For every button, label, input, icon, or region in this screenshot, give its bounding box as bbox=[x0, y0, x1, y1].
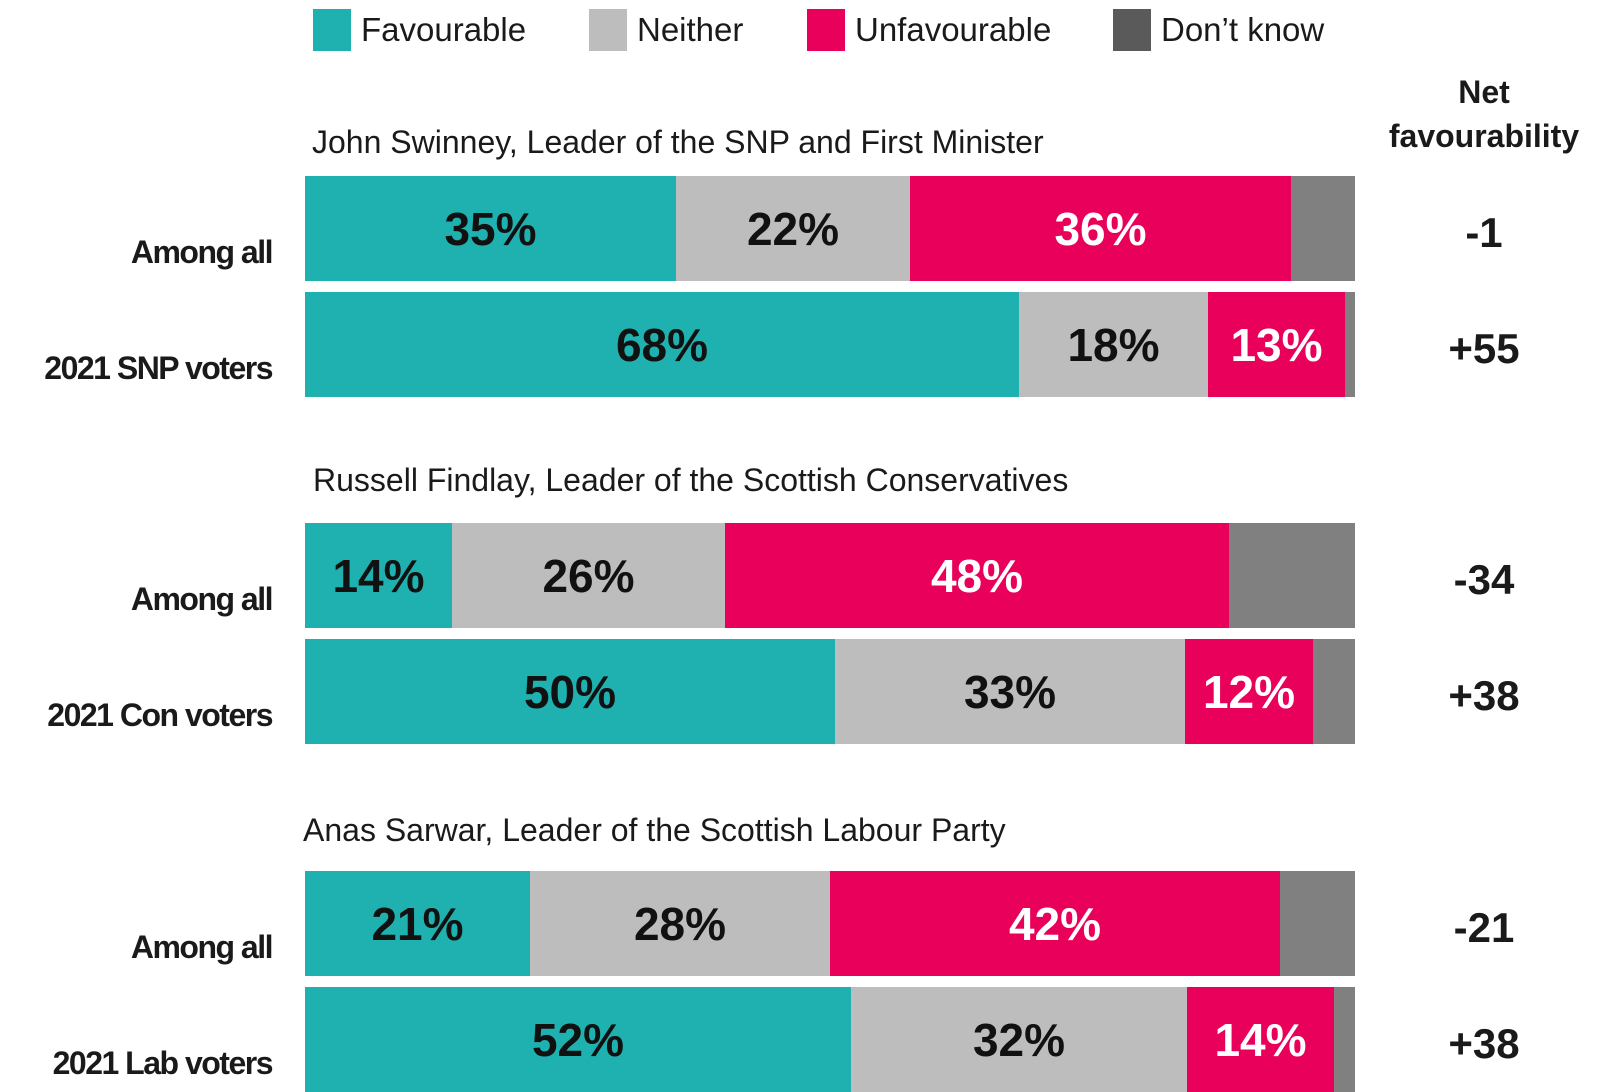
data-label-unfavourable: 14% bbox=[1214, 1013, 1307, 1066]
data-label-unfavourable: 42% bbox=[1008, 897, 1102, 950]
data-label-unfavourable: 13% bbox=[1230, 318, 1323, 371]
data-label-unfavourable: 12% bbox=[1202, 665, 1296, 718]
bar-segment-dont-know bbox=[1291, 176, 1355, 281]
bar-segment-neither: 22% bbox=[676, 176, 910, 281]
net-favourability-value: -21 bbox=[1453, 904, 1515, 951]
data-label-neither: 32% bbox=[972, 1013, 1066, 1066]
group-title-findlay: Russell Findlay, Leader of the Scottish … bbox=[313, 462, 1069, 498]
bar-segment-neither: 33% bbox=[835, 639, 1185, 744]
data-label-favourable: 68% bbox=[615, 318, 709, 371]
row-label: Among all bbox=[130, 929, 274, 965]
data-label-favourable: 14% bbox=[332, 549, 425, 602]
bar-segment-favourable: 68% bbox=[305, 292, 1019, 397]
bar-segment-dont-know bbox=[1313, 639, 1355, 744]
bar-segment-dont-know bbox=[1334, 987, 1355, 1092]
bar-segment-favourable: 35% bbox=[305, 176, 676, 281]
legend-label-unfavourable: Unfavourable bbox=[855, 11, 1052, 48]
data-label-unfavourable: 36% bbox=[1054, 202, 1147, 255]
net-favourability-header: Net favourability bbox=[1362, 70, 1606, 158]
row-label: 2021 Con voters bbox=[47, 697, 273, 733]
bar-segment-unfavourable: 48% bbox=[725, 523, 1229, 628]
net-header-line-2: favourability bbox=[1388, 118, 1580, 154]
data-label-neither: 26% bbox=[542, 549, 635, 602]
legend-label-neither: Neither bbox=[637, 11, 744, 48]
net-header-line-1: Net bbox=[1458, 74, 1510, 110]
net-favourability-value: +38 bbox=[1448, 672, 1520, 719]
bar-segment-unfavourable: 36% bbox=[910, 176, 1291, 281]
data-label-neither: 33% bbox=[963, 665, 1057, 718]
legend-label-favourable: Favourable bbox=[361, 11, 527, 48]
net-favourability-value: +55 bbox=[1448, 325, 1520, 372]
group-title-swinney: John Swinney, Leader of the SNP and Firs… bbox=[312, 124, 1044, 160]
data-label-neither: 22% bbox=[746, 202, 840, 255]
bar-segment-favourable: 52% bbox=[305, 987, 851, 1092]
data-label-neither: 18% bbox=[1067, 318, 1160, 371]
bar-segment-unfavourable: 13% bbox=[1208, 292, 1345, 397]
data-label-favourable: 35% bbox=[444, 202, 537, 255]
net-favourability-value: +38 bbox=[1448, 1020, 1520, 1067]
bar-row: 21% 28% 42% bbox=[305, 871, 1355, 976]
bar-row: 14% 26% 48% bbox=[305, 523, 1355, 628]
bar-segment-dont-know bbox=[1280, 871, 1355, 976]
bar-segment-unfavourable: 42% bbox=[830, 871, 1280, 976]
bar-segment-neither: 18% bbox=[1019, 292, 1208, 397]
bar-segment-dont-know bbox=[1345, 292, 1355, 397]
legend-swatch-unfavourable bbox=[807, 9, 845, 51]
bar-row: 52% 32% 14% bbox=[305, 987, 1355, 1092]
bar-segment-dont-know bbox=[1229, 523, 1355, 628]
group-title-sarwar: Anas Sarwar, Leader of the Scottish Labo… bbox=[303, 812, 1006, 848]
bar-row: 50% 33% 12% bbox=[305, 639, 1355, 744]
net-favourability-value: -1 bbox=[1465, 209, 1503, 256]
bar-segment-neither: 28% bbox=[530, 871, 830, 976]
bar-segment-unfavourable: 12% bbox=[1185, 639, 1313, 744]
bar-segment-neither: 32% bbox=[851, 987, 1187, 1092]
legend-swatch-dont-know bbox=[1113, 9, 1151, 51]
legend-swatch-favourable bbox=[313, 9, 351, 51]
bar-row: 35% 22% 36% bbox=[305, 176, 1355, 281]
row-label: 2021 SNP voters bbox=[44, 350, 273, 386]
legend-label-dont-know: Don’t know bbox=[1161, 11, 1325, 48]
data-label-neither: 28% bbox=[633, 897, 727, 950]
row-label: 2021 Lab voters bbox=[52, 1045, 274, 1081]
bar-segment-neither: 26% bbox=[452, 523, 725, 628]
data-label-favourable: 52% bbox=[531, 1013, 625, 1066]
row-label: Among all bbox=[130, 234, 274, 270]
legend-swatch-neither bbox=[589, 9, 627, 51]
bar-segment-favourable: 14% bbox=[305, 523, 452, 628]
net-favourability-value: -34 bbox=[1453, 556, 1515, 603]
row-label: Among all bbox=[130, 581, 274, 617]
data-label-unfavourable: 48% bbox=[930, 549, 1024, 602]
bar-segment-favourable: 50% bbox=[305, 639, 835, 744]
data-label-favourable: 21% bbox=[371, 897, 464, 950]
bar-segment-unfavourable: 14% bbox=[1187, 987, 1334, 1092]
bar-segment-favourable: 21% bbox=[305, 871, 530, 976]
data-label-favourable: 50% bbox=[523, 665, 617, 718]
bar-row: 68% 18% 13% bbox=[305, 292, 1355, 397]
